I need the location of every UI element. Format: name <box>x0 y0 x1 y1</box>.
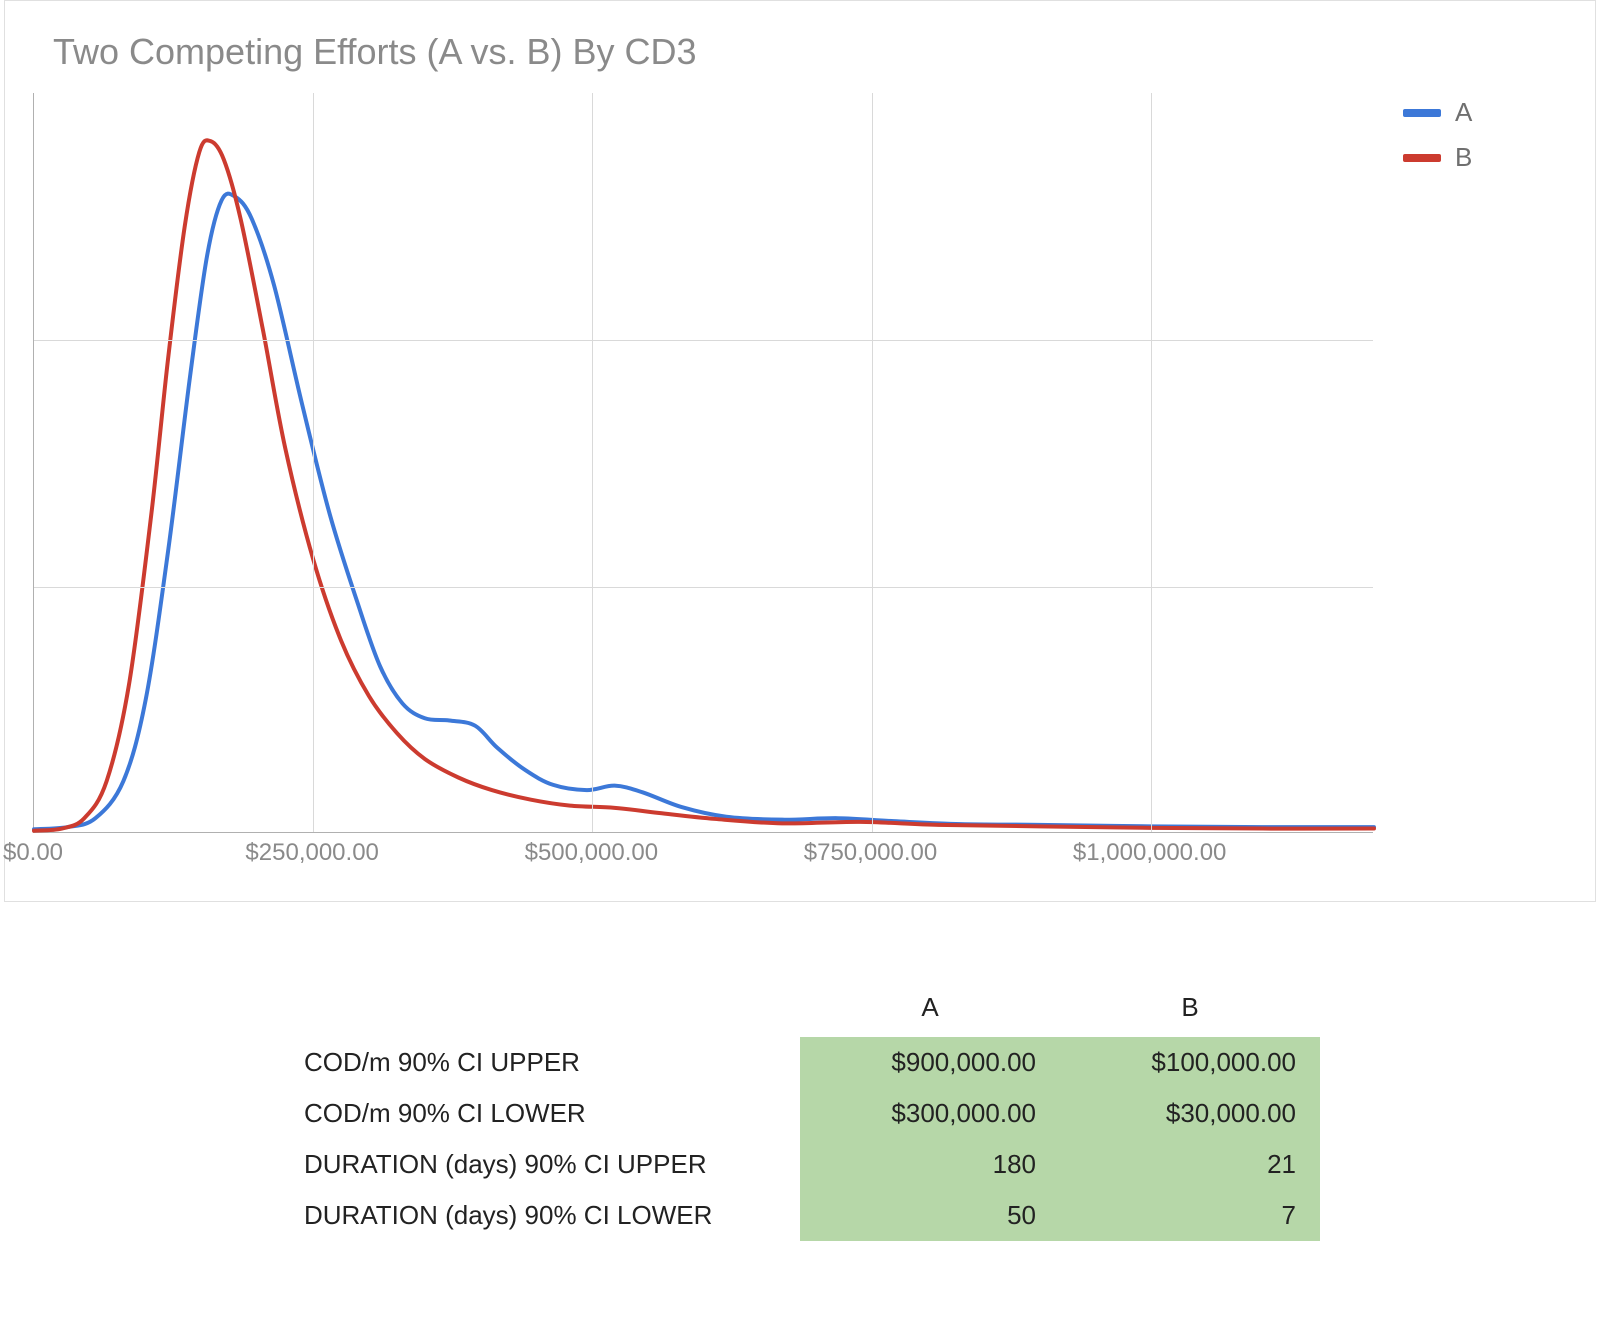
chart-card: Two Competing Efforts (A vs. B) By CD3 $… <box>4 0 1596 902</box>
legend-swatch-a <box>1403 109 1441 117</box>
cell-value: $30,000.00 <box>1060 1088 1320 1139</box>
table-header-row: A B <box>280 982 1320 1037</box>
series-line-a <box>34 194 1374 830</box>
x-tick-label: $0.00 <box>3 839 63 867</box>
cell-value: $100,000.00 <box>1060 1037 1320 1088</box>
series-line-b <box>34 140 1374 831</box>
row-label: DURATION (days) 90% CI LOWER <box>280 1190 800 1241</box>
gridline-vertical <box>872 93 873 832</box>
x-tick-label: $750,000.00 <box>804 839 937 867</box>
gridline-vertical <box>313 93 314 832</box>
row-label: COD/m 90% CI LOWER <box>280 1088 800 1139</box>
legend-item-b: B <box>1403 142 1472 173</box>
legend-label-a: A <box>1455 97 1472 128</box>
gridline-horizontal <box>34 340 1373 341</box>
cell-value: 50 <box>800 1190 1060 1241</box>
gridline-vertical <box>1151 93 1152 832</box>
col-header-b: B <box>1060 982 1320 1037</box>
x-tick-label: $500,000.00 <box>525 839 658 867</box>
col-header-a: A <box>800 982 1060 1037</box>
table-row: COD/m 90% CI UPPER $900,000.00 $100,000.… <box>280 1037 1320 1088</box>
cell-value: $300,000.00 <box>800 1088 1060 1139</box>
data-table: A B COD/m 90% CI UPPER $900,000.00 $100,… <box>280 982 1320 1241</box>
x-axis-ticks: $0.00$250,000.00$500,000.00$750,000.00$1… <box>33 833 1373 873</box>
cell-value: $900,000.00 <box>800 1037 1060 1088</box>
cell-value: 7 <box>1060 1190 1320 1241</box>
x-tick-label: $250,000.00 <box>245 839 378 867</box>
chart-body: $0.00$250,000.00$500,000.00$750,000.00$1… <box>33 93 1567 873</box>
x-tick-label: $1,000,000.00 <box>1073 839 1226 867</box>
cell-value: 21 <box>1060 1139 1320 1190</box>
legend-item-a: A <box>1403 97 1472 128</box>
table-row: DURATION (days) 90% CI UPPER 180 21 <box>280 1139 1320 1190</box>
legend-swatch-b <box>1403 154 1441 162</box>
table-row: DURATION (days) 90% CI LOWER 50 7 <box>280 1190 1320 1241</box>
table-row: COD/m 90% CI LOWER $300,000.00 $30,000.0… <box>280 1088 1320 1139</box>
gridline-horizontal <box>34 587 1373 588</box>
legend-label-b: B <box>1455 142 1472 173</box>
data-table-wrap: A B COD/m 90% CI UPPER $900,000.00 $100,… <box>0 982 1600 1241</box>
chart-title: Two Competing Efforts (A vs. B) By CD3 <box>53 31 1567 73</box>
table-corner-blank <box>280 982 800 1037</box>
plot-svg <box>34 93 1374 833</box>
cell-value: 180 <box>800 1139 1060 1190</box>
gridline-vertical <box>592 93 593 832</box>
page: Two Competing Efforts (A vs. B) By CD3 $… <box>0 0 1600 1328</box>
plot-area <box>33 93 1373 833</box>
legend: A B <box>1403 93 1472 173</box>
plot-wrap: $0.00$250,000.00$500,000.00$750,000.00$1… <box>33 93 1373 873</box>
row-label: COD/m 90% CI UPPER <box>280 1037 800 1088</box>
row-label: DURATION (days) 90% CI UPPER <box>280 1139 800 1190</box>
